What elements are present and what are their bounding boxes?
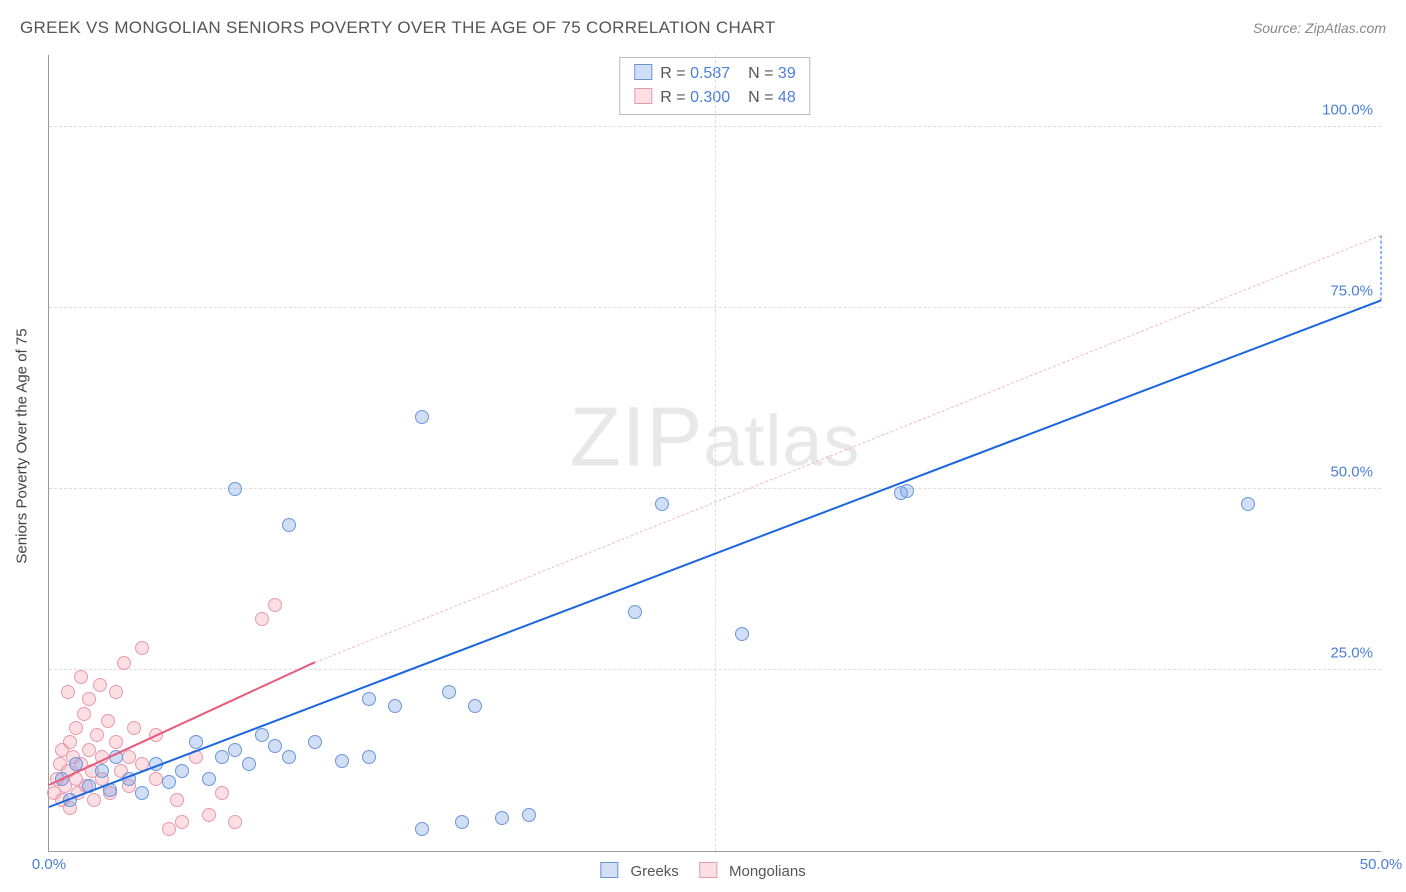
greeks-point	[442, 685, 456, 699]
series-swatch	[634, 88, 652, 104]
x-tick-label: 50.0%	[1360, 856, 1403, 873]
mongolians-point	[101, 714, 115, 728]
y-tick-label: 75.0%	[1330, 283, 1373, 300]
greeks-point	[228, 482, 242, 496]
greeks-point	[175, 764, 189, 778]
mongolians-point	[255, 612, 269, 626]
greeks-point	[255, 728, 269, 742]
mongolians-point	[109, 735, 123, 749]
mongolians-point	[149, 772, 163, 786]
legend-item-greeks: Greeks	[600, 862, 679, 880]
y-tick-label: 50.0%	[1330, 464, 1373, 481]
greeks-point	[362, 692, 376, 706]
mongolians-point	[162, 822, 176, 836]
greeks-point	[362, 750, 376, 764]
trend-line	[1381, 235, 1382, 300]
mongolians-point	[268, 598, 282, 612]
scatter-plot: ZIPatlas R = 0.587N = 39R = 0.300N = 48 …	[48, 55, 1381, 852]
page-title: GREEK VS MONGOLIAN SENIORS POVERTY OVER …	[20, 18, 776, 38]
mongolians-point	[117, 656, 131, 670]
mongolians-point	[61, 685, 75, 699]
mongolians-point	[202, 808, 216, 822]
greeks-point	[282, 518, 296, 532]
mongolians-point	[87, 793, 101, 807]
mongolians-point	[69, 721, 83, 735]
source-attribution: Source: ZipAtlas.com	[1253, 20, 1386, 36]
y-axis-label: Seniors Poverty Over the Age of 75	[14, 328, 31, 563]
greeks-point	[900, 484, 914, 498]
greeks-point	[495, 811, 509, 825]
greeks-point	[1241, 497, 1255, 511]
greeks-point	[628, 605, 642, 619]
greeks-point	[388, 699, 402, 713]
greeks-point	[162, 775, 176, 789]
chart-legend: Greeks Mongolians	[590, 862, 815, 880]
mongolians-point	[82, 692, 96, 706]
legend-item-mongolians: Mongolians	[699, 862, 806, 880]
mongolians-point	[175, 815, 189, 829]
mongolians-point	[109, 685, 123, 699]
greeks-point	[215, 750, 229, 764]
trend-line	[315, 235, 1381, 663]
greeks-point	[308, 735, 322, 749]
y-tick-label: 100.0%	[1322, 102, 1373, 119]
greeks-point	[135, 786, 149, 800]
greeks-point	[455, 815, 469, 829]
mongolians-point	[215, 786, 229, 800]
mongolians-point	[122, 750, 136, 764]
mongolians-point	[90, 728, 104, 742]
greeks-point	[228, 743, 242, 757]
greeks-point	[95, 764, 109, 778]
greeks-point	[242, 757, 256, 771]
greeks-point	[202, 772, 216, 786]
mongolians-point	[74, 670, 88, 684]
greeks-point	[655, 497, 669, 511]
x-tick-label: 0.0%	[32, 856, 66, 873]
greeks-point	[268, 739, 282, 753]
gridline-v	[715, 55, 716, 851]
mongolians-point	[170, 793, 184, 807]
greeks-point	[415, 410, 429, 424]
greeks-point	[735, 627, 749, 641]
greeks-point	[415, 822, 429, 836]
legend-swatch	[600, 862, 618, 878]
mongolians-point	[82, 743, 96, 757]
mongolians-point	[135, 641, 149, 655]
y-tick-label: 25.0%	[1330, 645, 1373, 662]
greeks-point	[282, 750, 296, 764]
mongolians-point	[228, 815, 242, 829]
legend-swatch	[699, 862, 717, 878]
mongolians-point	[127, 721, 141, 735]
greeks-point	[468, 699, 482, 713]
greeks-point	[335, 754, 349, 768]
series-swatch	[634, 64, 652, 80]
greeks-point	[522, 808, 536, 822]
mongolians-point	[93, 678, 107, 692]
mongolians-point	[63, 735, 77, 749]
mongolians-point	[77, 707, 91, 721]
